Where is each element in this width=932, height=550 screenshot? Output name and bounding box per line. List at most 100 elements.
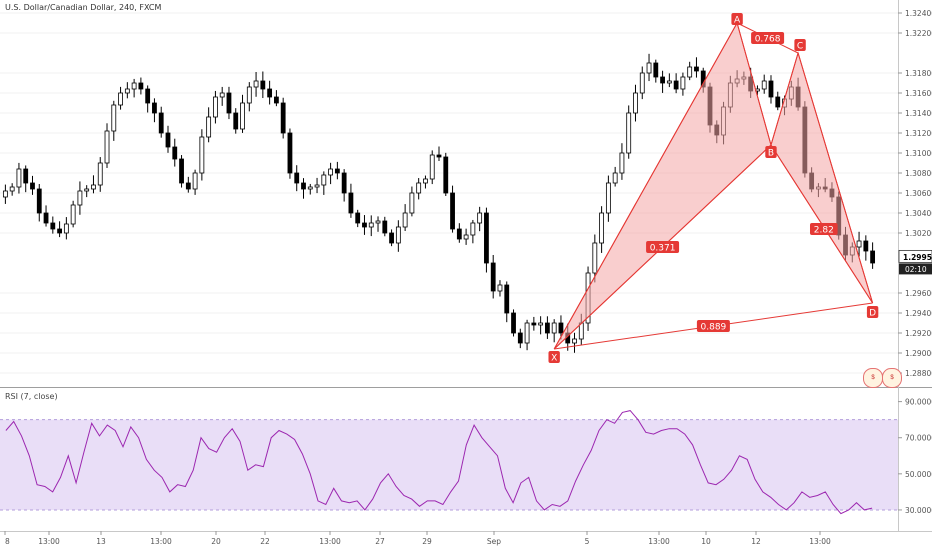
- candle-down[interactable]: [185, 182, 191, 190]
- candle-down[interactable]: [863, 240, 869, 252]
- time-axis[interactable]: 8 13:00 13 13:00 20 22 13:00 27 29 Sep 5 13:00 10 12 1…: [4, 531, 831, 546]
- candle-up[interactable]: [646, 62, 652, 74]
- candle-down[interactable]: [341, 172, 347, 194]
- flag-icon[interactable]: $: [863, 368, 883, 388]
- candle-down[interactable]: [267, 88, 273, 98]
- candle-up[interactable]: [477, 212, 483, 224]
- candle-up[interactable]: [206, 116, 212, 138]
- candle-up[interactable]: [395, 226, 401, 244]
- candle-down[interactable]: [152, 102, 157, 114]
- candle-up[interactable]: [619, 152, 625, 174]
- candle-down[interactable]: [673, 80, 679, 90]
- price-axis[interactable]: 1.32400 1.32200 1.31800 1.31600 1.31400 1.312…: [898, 9, 932, 378]
- candle-down[interactable]: [443, 156, 449, 194]
- candle-up[interactable]: [70, 204, 76, 225]
- candle-down[interactable]: [456, 228, 462, 240]
- candle-up[interactable]: [402, 212, 408, 228]
- candle-up[interactable]: [599, 212, 605, 244]
- candle-up[interactable]: [592, 242, 598, 274]
- candle-down[interactable]: [334, 168, 340, 174]
- candle-down[interactable]: [531, 322, 537, 326]
- candle-up[interactable]: [314, 184, 320, 188]
- candle-down[interactable]: [768, 80, 774, 98]
- candle-down[interactable]: [57, 228, 62, 234]
- candle-up[interactable]: [240, 102, 245, 130]
- candle-down[interactable]: [348, 192, 354, 214]
- candle-up[interactable]: [77, 190, 83, 206]
- candle-up[interactable]: [666, 80, 672, 84]
- bcd-triangle[interactable]: [770, 51, 874, 304]
- cd-leg[interactable]: [797, 52, 874, 304]
- candle-up[interactable]: [307, 186, 313, 190]
- candle-up[interactable]: [219, 92, 225, 98]
- candle-up[interactable]: [97, 162, 103, 186]
- candle-up[interactable]: [375, 220, 381, 224]
- candle-down[interactable]: [158, 112, 164, 134]
- candle-up[interactable]: [429, 154, 435, 180]
- candle-up[interactable]: [213, 96, 218, 118]
- candle-down[interactable]: [362, 222, 367, 228]
- candle-up[interactable]: [2, 190, 8, 198]
- candle-up[interactable]: [538, 322, 544, 326]
- candle-up[interactable]: [104, 130, 110, 164]
- bc-leg[interactable]: [770, 52, 799, 146]
- rsi-line[interactable]: [5, 410, 873, 515]
- flag-icon[interactable]: $: [882, 368, 902, 388]
- candle-up[interactable]: [687, 66, 693, 78]
- candle-down[interactable]: [484, 212, 489, 264]
- candle-down[interactable]: [138, 82, 144, 90]
- candle-up[interactable]: [572, 338, 577, 344]
- harmonic-pattern[interactable]: X A B C D 0.371 0.768 2.82 0.889: [548, 13, 879, 364]
- candle-down[interactable]: [301, 182, 306, 190]
- candle-down[interactable]: [490, 262, 496, 292]
- candle-up[interactable]: [192, 172, 198, 190]
- xa-leg[interactable]: [553, 22, 738, 350]
- candle-up[interactable]: [423, 178, 428, 184]
- candle-up[interactable]: [612, 172, 618, 184]
- candle-down[interactable]: [179, 158, 184, 184]
- candle-down[interactable]: [280, 102, 286, 134]
- candle-down[interactable]: [653, 62, 659, 78]
- candle-up[interactable]: [16, 168, 22, 188]
- candle-up[interactable]: [551, 322, 557, 334]
- candle-up[interactable]: [328, 168, 333, 176]
- candle-down[interactable]: [273, 96, 279, 104]
- candle-down[interactable]: [436, 154, 442, 158]
- candle-up[interactable]: [605, 182, 611, 214]
- candle-up[interactable]: [63, 223, 69, 234]
- candle-up[interactable]: [470, 222, 476, 236]
- candle-up[interactable]: [246, 86, 252, 104]
- candle-up[interactable]: [463, 234, 469, 240]
- candle-down[interactable]: [450, 192, 455, 230]
- candle-up[interactable]: [84, 188, 90, 192]
- candle-up[interactable]: [368, 222, 374, 228]
- candle-down[interactable]: [382, 220, 388, 234]
- candle-up[interactable]: [131, 82, 137, 90]
- candle-down[interactable]: [260, 80, 266, 90]
- candle-up[interactable]: [639, 72, 645, 94]
- candle-down[interactable]: [145, 88, 151, 104]
- candle-up[interactable]: [321, 174, 327, 186]
- candle-down[interactable]: [226, 92, 232, 114]
- candle-up[interactable]: [856, 240, 862, 248]
- candle-down[interactable]: [172, 146, 178, 160]
- candle-up[interactable]: [118, 92, 123, 106]
- candle-down[interactable]: [389, 232, 394, 244]
- candle-down[interactable]: [165, 132, 171, 148]
- candle-down[interactable]: [355, 212, 361, 224]
- candle-up[interactable]: [680, 76, 686, 90]
- candle-down[interactable]: [694, 66, 699, 72]
- candle-down[interactable]: [233, 112, 239, 130]
- candle-down[interactable]: [517, 332, 523, 344]
- candle-up[interactable]: [626, 112, 632, 154]
- candle-down[interactable]: [660, 76, 665, 84]
- candle-up[interactable]: [524, 322, 530, 344]
- candle-down[interactable]: [36, 188, 42, 214]
- candle-up[interactable]: [111, 104, 117, 132]
- candle-down[interactable]: [30, 182, 35, 190]
- candle-down[interactable]: [23, 168, 29, 184]
- candle-up[interactable]: [124, 88, 130, 94]
- candle-up[interactable]: [633, 92, 638, 114]
- candle-down[interactable]: [870, 250, 876, 264]
- candle-up[interactable]: [416, 182, 422, 194]
